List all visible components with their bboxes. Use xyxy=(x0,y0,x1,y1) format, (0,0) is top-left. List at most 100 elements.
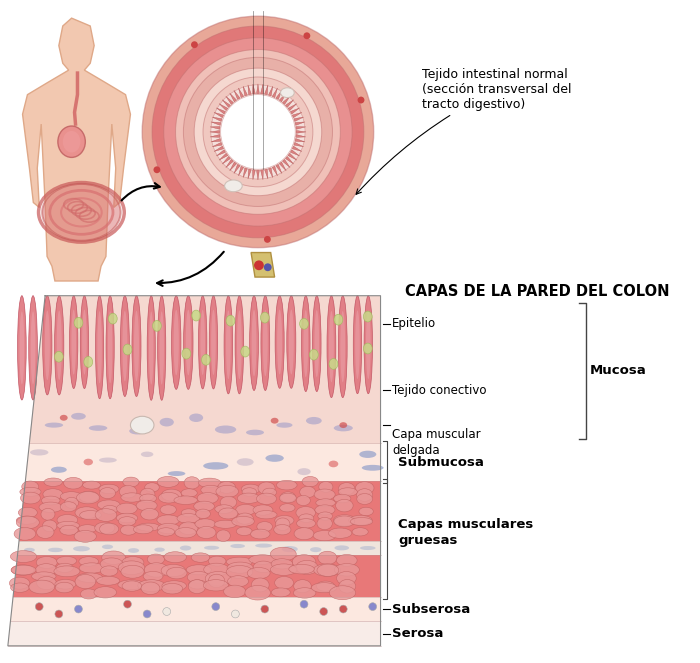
Polygon shape xyxy=(279,93,286,102)
Ellipse shape xyxy=(24,548,35,552)
Ellipse shape xyxy=(330,585,356,600)
Ellipse shape xyxy=(294,579,312,593)
Ellipse shape xyxy=(77,573,103,583)
Ellipse shape xyxy=(48,548,63,552)
Ellipse shape xyxy=(158,493,179,503)
Ellipse shape xyxy=(245,585,270,600)
Ellipse shape xyxy=(183,296,193,389)
Ellipse shape xyxy=(230,544,245,548)
Ellipse shape xyxy=(289,564,314,574)
Ellipse shape xyxy=(300,487,316,498)
Circle shape xyxy=(340,605,347,613)
Ellipse shape xyxy=(162,583,183,594)
Ellipse shape xyxy=(318,551,337,565)
Ellipse shape xyxy=(202,355,211,365)
Ellipse shape xyxy=(302,296,310,392)
Ellipse shape xyxy=(182,348,191,359)
Ellipse shape xyxy=(237,513,253,524)
Ellipse shape xyxy=(9,577,30,589)
Ellipse shape xyxy=(57,514,78,526)
Ellipse shape xyxy=(144,572,163,581)
Circle shape xyxy=(320,607,328,615)
Ellipse shape xyxy=(195,519,216,529)
Ellipse shape xyxy=(60,502,76,512)
Ellipse shape xyxy=(102,505,118,514)
Ellipse shape xyxy=(338,488,358,496)
Ellipse shape xyxy=(298,468,311,475)
Text: Capas musculares
gruesas: Capas musculares gruesas xyxy=(398,518,533,546)
Ellipse shape xyxy=(36,564,57,575)
Ellipse shape xyxy=(271,559,293,569)
Ellipse shape xyxy=(84,357,92,367)
Ellipse shape xyxy=(364,296,372,394)
Ellipse shape xyxy=(256,511,277,519)
Ellipse shape xyxy=(18,296,26,400)
Ellipse shape xyxy=(226,557,253,566)
Ellipse shape xyxy=(327,296,336,398)
Ellipse shape xyxy=(95,509,117,521)
Polygon shape xyxy=(243,168,248,178)
Ellipse shape xyxy=(71,413,86,420)
Ellipse shape xyxy=(29,580,55,594)
Ellipse shape xyxy=(366,310,370,379)
Ellipse shape xyxy=(79,557,99,566)
Polygon shape xyxy=(10,597,381,621)
Ellipse shape xyxy=(42,184,120,241)
Ellipse shape xyxy=(302,477,318,487)
Polygon shape xyxy=(286,99,294,107)
Ellipse shape xyxy=(51,467,66,473)
Polygon shape xyxy=(234,164,240,174)
Ellipse shape xyxy=(188,579,206,593)
Polygon shape xyxy=(214,146,223,151)
Ellipse shape xyxy=(270,547,296,561)
Ellipse shape xyxy=(100,566,118,576)
Ellipse shape xyxy=(130,416,154,434)
Ellipse shape xyxy=(226,566,253,578)
Ellipse shape xyxy=(57,521,79,530)
Ellipse shape xyxy=(276,422,293,428)
Polygon shape xyxy=(239,166,244,176)
Ellipse shape xyxy=(272,588,290,597)
Ellipse shape xyxy=(134,311,139,381)
Ellipse shape xyxy=(215,505,233,513)
Ellipse shape xyxy=(293,555,316,569)
Ellipse shape xyxy=(241,484,260,494)
Ellipse shape xyxy=(144,563,169,577)
Polygon shape xyxy=(251,253,274,277)
Polygon shape xyxy=(13,555,381,597)
Ellipse shape xyxy=(275,515,294,526)
Polygon shape xyxy=(212,117,222,121)
Polygon shape xyxy=(294,117,304,121)
Ellipse shape xyxy=(335,499,353,512)
Ellipse shape xyxy=(218,508,238,519)
Text: CAPAS DE LA PARED DEL COLON: CAPAS DE LA PARED DEL COLON xyxy=(405,284,670,299)
Ellipse shape xyxy=(248,555,276,564)
Ellipse shape xyxy=(64,477,83,489)
Ellipse shape xyxy=(11,565,34,575)
Ellipse shape xyxy=(227,562,253,573)
Ellipse shape xyxy=(201,485,220,495)
Ellipse shape xyxy=(149,312,153,385)
Ellipse shape xyxy=(257,522,272,532)
Circle shape xyxy=(152,26,364,238)
Ellipse shape xyxy=(340,422,347,428)
Ellipse shape xyxy=(194,501,214,511)
Ellipse shape xyxy=(123,344,132,355)
Ellipse shape xyxy=(74,318,83,328)
Text: Tejido intestinal normal
(sección transversal del
tracto digestivo): Tejido intestinal normal (sección transv… xyxy=(356,68,571,194)
Polygon shape xyxy=(288,153,297,160)
Ellipse shape xyxy=(56,564,74,572)
Ellipse shape xyxy=(167,568,187,579)
Ellipse shape xyxy=(224,296,232,394)
Ellipse shape xyxy=(242,488,257,497)
Ellipse shape xyxy=(253,505,273,515)
Ellipse shape xyxy=(215,426,236,434)
Polygon shape xyxy=(253,170,256,180)
Ellipse shape xyxy=(334,314,343,325)
Polygon shape xyxy=(265,169,268,179)
Ellipse shape xyxy=(306,417,322,424)
Ellipse shape xyxy=(41,496,60,505)
Ellipse shape xyxy=(237,310,241,379)
Ellipse shape xyxy=(79,563,104,573)
Ellipse shape xyxy=(36,556,57,568)
